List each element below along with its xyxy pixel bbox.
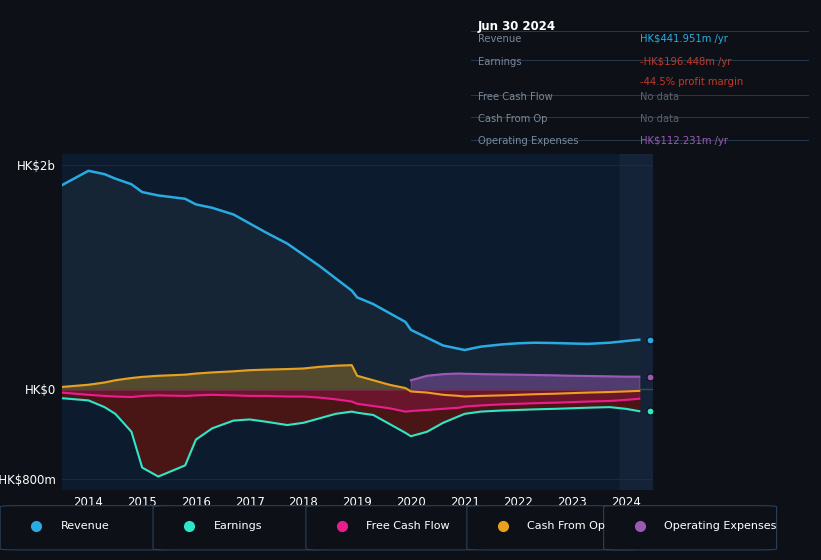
Text: HK$441.951m /yr: HK$441.951m /yr bbox=[640, 34, 727, 44]
FancyBboxPatch shape bbox=[306, 506, 479, 550]
Text: Cash From Op: Cash From Op bbox=[478, 114, 548, 124]
Text: Free Cash Flow: Free Cash Flow bbox=[478, 92, 553, 102]
FancyBboxPatch shape bbox=[0, 506, 173, 550]
Text: No data: No data bbox=[640, 114, 679, 124]
Text: -44.5% profit margin: -44.5% profit margin bbox=[640, 77, 743, 87]
Text: Free Cash Flow: Free Cash Flow bbox=[366, 521, 450, 531]
Text: No data: No data bbox=[640, 92, 679, 102]
Text: Jun 30 2024: Jun 30 2024 bbox=[478, 20, 556, 33]
Text: Revenue: Revenue bbox=[61, 521, 109, 531]
Text: Earnings: Earnings bbox=[213, 521, 262, 531]
Text: Operating Expenses: Operating Expenses bbox=[478, 137, 579, 147]
Text: Earnings: Earnings bbox=[478, 57, 521, 67]
Text: Cash From Op: Cash From Op bbox=[527, 521, 605, 531]
Text: -HK$196.448m /yr: -HK$196.448m /yr bbox=[640, 57, 731, 67]
FancyBboxPatch shape bbox=[467, 506, 640, 550]
Text: Operating Expenses: Operating Expenses bbox=[664, 521, 777, 531]
Text: Revenue: Revenue bbox=[478, 34, 521, 44]
FancyBboxPatch shape bbox=[153, 506, 326, 550]
Text: HK$112.231m /yr: HK$112.231m /yr bbox=[640, 137, 727, 147]
Bar bbox=[621, 154, 653, 490]
FancyBboxPatch shape bbox=[603, 506, 777, 550]
